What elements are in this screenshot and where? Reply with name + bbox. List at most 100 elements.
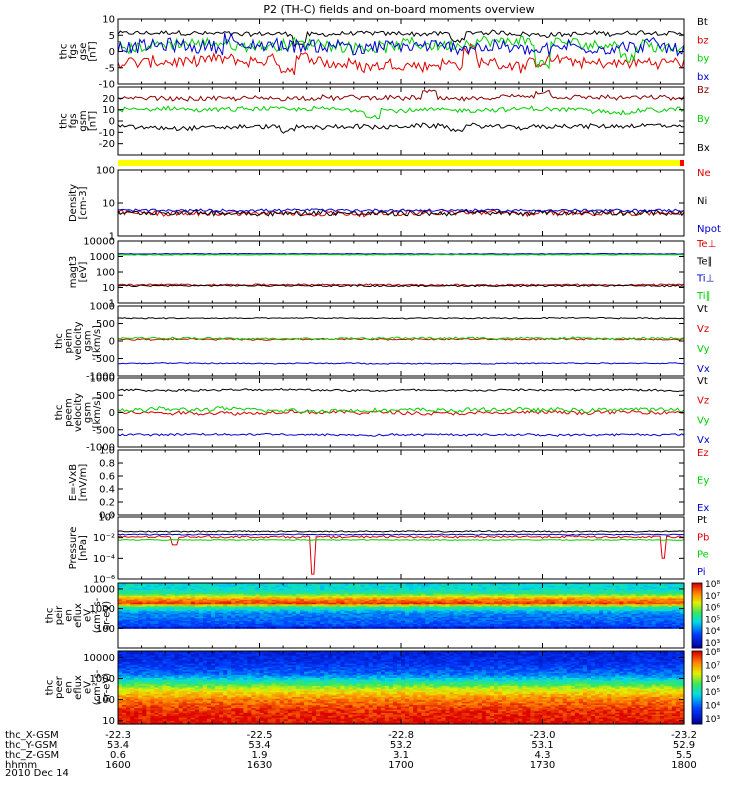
spectrogram-cell: [599, 619, 604, 622]
spectrogram-cell: [591, 625, 596, 628]
spectrogram-cell: [392, 583, 398, 586]
spectrogram-cell: [635, 618, 641, 621]
spectrogram-cell: [223, 615, 228, 618]
spectrogram-cell: [235, 584, 240, 587]
spectrogram-cell: [328, 611, 333, 614]
spectrogram-cell: [534, 623, 540, 626]
spectrogram-cell: [162, 597, 168, 600]
spectrogram-cell: [251, 599, 257, 602]
spectrogram-cell: [449, 612, 455, 615]
spectrogram-cell: [530, 609, 536, 612]
spectrogram-cell: [332, 601, 337, 604]
spectrogram-cell: [639, 594, 645, 597]
spectrogram-cell: [550, 618, 556, 621]
spectrogram-cell: [190, 584, 196, 587]
spectrogram-cell: [182, 592, 188, 595]
spectrogram-cell: [566, 598, 572, 601]
spectrogram-cell: [643, 621, 649, 624]
spectrogram-cell: [279, 591, 285, 594]
spectrogram-cell: [639, 597, 645, 600]
spectrogram-cell: [659, 587, 665, 590]
spectrogram-cell: [364, 615, 370, 618]
spectrogram-cell: [510, 595, 515, 598]
spectrogram-cell: [303, 605, 309, 608]
spectrogram-cell: [481, 597, 487, 600]
spectrogram-cell: [506, 616, 511, 619]
spectrogram-cell: [591, 597, 596, 600]
spectrogram-cell: [582, 598, 588, 601]
spectrogram-cell: [332, 615, 337, 618]
spectrogram-cell: [170, 592, 176, 595]
spectrogram-cell: [251, 621, 257, 624]
spectrogram-cell: [376, 592, 382, 595]
spectrogram-cell: [392, 625, 398, 628]
spectrogram-cell: [595, 609, 600, 612]
spectrogram-cell: [235, 611, 240, 614]
spectrogram-cell: [275, 597, 281, 600]
y-tick-label: -10: [99, 128, 115, 139]
spectrogram-cell: [118, 609, 123, 612]
spectrogram-cell: [607, 607, 612, 610]
spectrogram-cell: [679, 619, 685, 622]
spectrogram-cell: [364, 584, 370, 587]
spectrogram-cell: [312, 602, 317, 605]
spectrogram-cell: [623, 598, 628, 601]
spectrogram-cell: [643, 583, 649, 586]
spectrogram-cell: [194, 608, 200, 611]
spectrogram-cell: [231, 612, 236, 615]
spectrogram-cell: [239, 608, 244, 611]
spectrogram-cell: [328, 621, 333, 624]
spectrogram-cell: [352, 608, 358, 611]
spectrogram-cell: [210, 591, 216, 594]
spectrogram-cell: [206, 614, 212, 617]
spectrogram-cell: [263, 598, 269, 601]
spectrogram-cell: [433, 609, 438, 612]
spectrogram-cell: [154, 595, 160, 598]
spectrogram-cell: [122, 588, 127, 591]
spectrogram-cell: [227, 602, 232, 605]
spectrogram-cell: [182, 619, 188, 622]
spectrogram-cell: [190, 609, 196, 612]
spectrogram-cell: [461, 590, 467, 593]
spectrogram-cell: [368, 585, 374, 588]
spectrogram-cell: [526, 622, 531, 625]
spectrogram-cell: [461, 594, 467, 597]
spectrogram-cell: [574, 616, 580, 619]
spectrogram-cell: [671, 625, 677, 628]
spectrogram-cell: [190, 597, 196, 600]
spectrogram-cell: [441, 590, 447, 593]
spectrogram-cell: [469, 594, 475, 597]
spectrogram-cell: [518, 588, 523, 591]
spectrogram-cell: [493, 619, 499, 622]
spectrogram-cell: [409, 604, 414, 607]
spectrogram-cell: [659, 594, 665, 597]
spectrogram-cell: [154, 614, 160, 617]
spectrogram-cell: [295, 597, 301, 600]
spectrogram-cell: [259, 592, 265, 595]
spectrogram-cell: [566, 601, 572, 604]
spectrogram-cell: [158, 597, 164, 600]
spectrogram-cell: [631, 584, 637, 587]
spectrogram-cell: [158, 601, 164, 604]
y-axis-label: Pressure[nPa]: [68, 527, 89, 570]
spectrogram-cell: [445, 607, 451, 610]
series-line-Vy: [117, 336, 685, 341]
spectrogram-cell: [283, 583, 289, 586]
spectrogram-cell: [146, 607, 151, 610]
spectrogram-cell: [611, 623, 616, 626]
spectrogram-cell: [186, 618, 192, 621]
spectrogram-cell: [396, 622, 402, 625]
spectrogram-cell: [255, 614, 261, 617]
spectrogram-cell: [599, 623, 604, 626]
spectrogram-cell: [639, 590, 645, 593]
spectrogram-cell: [538, 598, 544, 601]
spectrogram-cell: [392, 584, 398, 587]
spectrogram-cell: [344, 587, 350, 590]
spectrogram-cell: [619, 612, 624, 615]
spectrogram-cell: [465, 609, 471, 612]
spectrogram-cell: [401, 598, 406, 601]
spectrogram-cell: [510, 590, 515, 593]
spectrogram-cell: [425, 612, 430, 615]
spectrogram-cell: [275, 612, 281, 615]
spectrogram-cell: [130, 607, 135, 610]
